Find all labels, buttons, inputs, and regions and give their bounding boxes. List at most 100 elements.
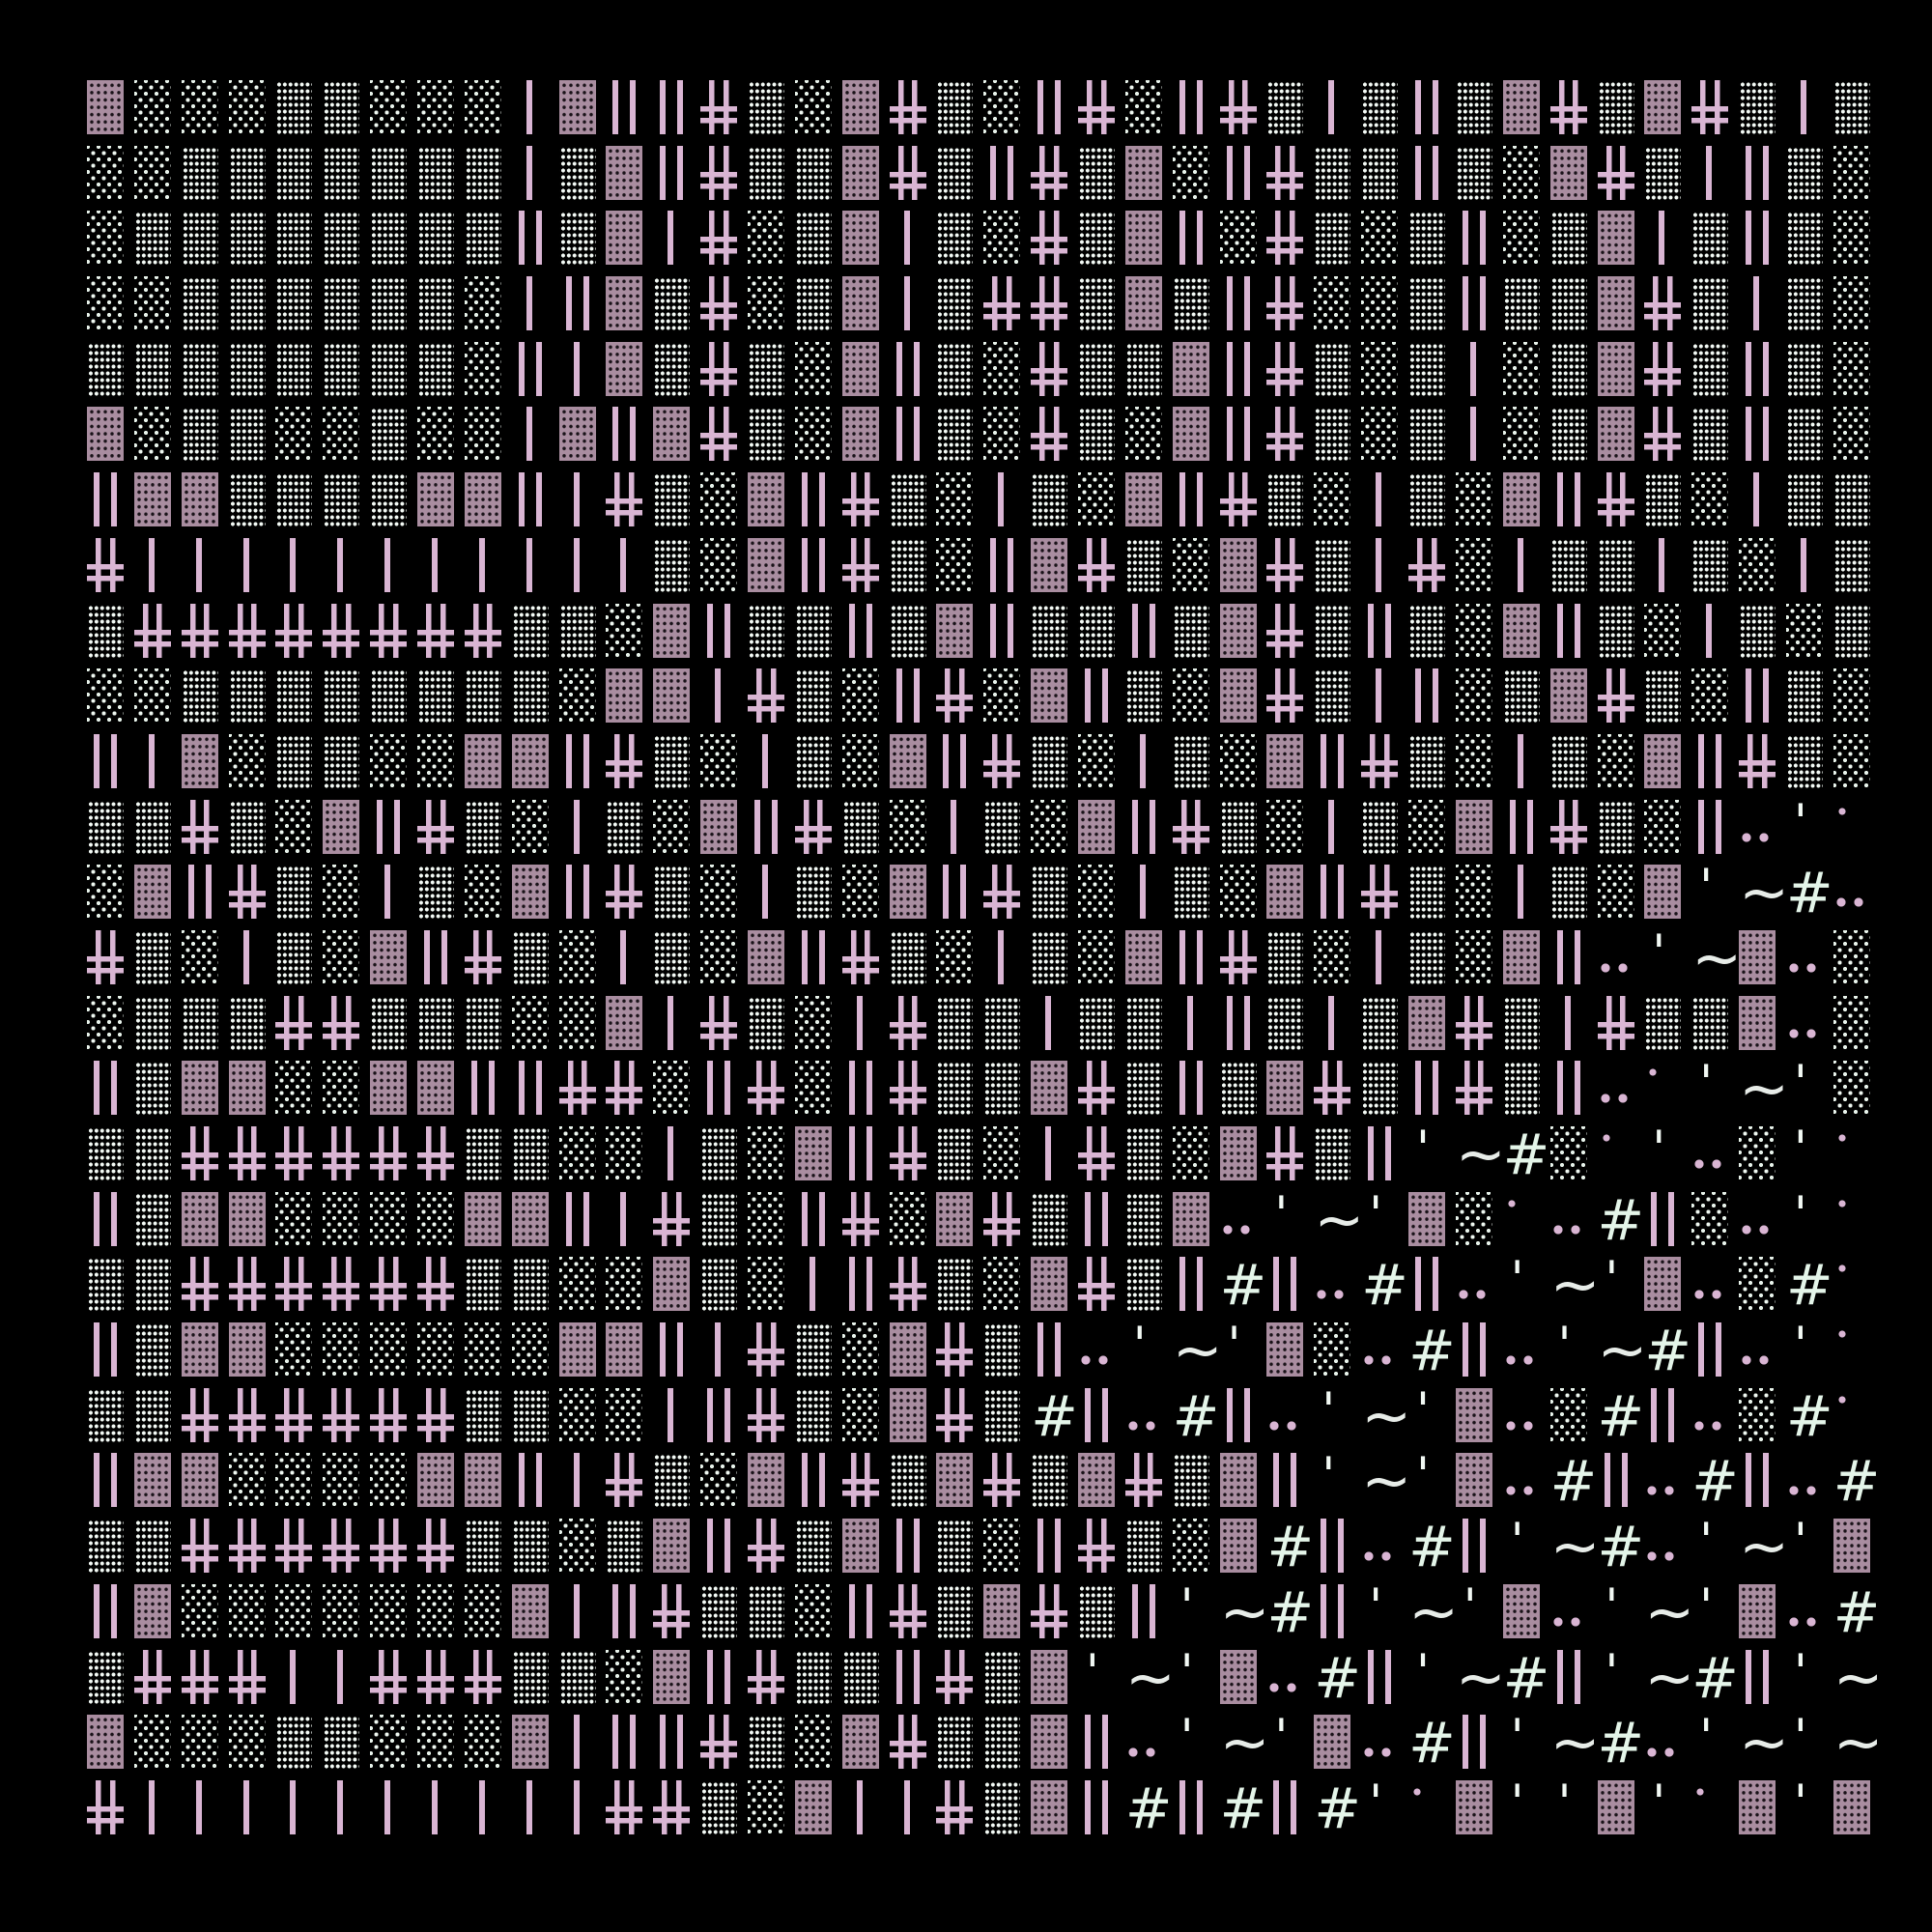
cell-cross-grid bbox=[1026, 1579, 1073, 1645]
tick-char-glyph: ' bbox=[1699, 1577, 1713, 1634]
cell-tick-char: ' bbox=[1168, 1710, 1215, 1776]
mauve-block-glyph bbox=[1031, 668, 1068, 724]
cell-dot-sparse bbox=[1356, 337, 1404, 403]
tilde-char-glyph: ~ bbox=[1739, 1707, 1790, 1778]
cell-hash-char: # bbox=[1404, 1318, 1456, 1383]
cell-mauve-block bbox=[460, 1448, 507, 1514]
cell-dot-sparse bbox=[1829, 271, 1876, 337]
cell-dot-sparse bbox=[743, 206, 790, 271]
cell-tick-char: ' bbox=[1639, 925, 1687, 991]
cell-bar-single bbox=[270, 533, 318, 599]
dot-sparse-glyph bbox=[889, 799, 926, 854]
bar-double-glyph bbox=[1078, 1191, 1116, 1246]
cell-dot-dense bbox=[979, 1645, 1026, 1711]
cell-mauve-block bbox=[1215, 1514, 1263, 1579]
cell-dot-sparse bbox=[1309, 1318, 1356, 1383]
bar-single-glyph bbox=[558, 1779, 596, 1834]
cell-pink-dot-pair bbox=[1498, 1383, 1546, 1449]
cell-bar-single bbox=[1451, 337, 1498, 403]
cell-cross-grid bbox=[412, 599, 460, 665]
mauve-block-glyph bbox=[700, 799, 738, 854]
mauve-block-glyph bbox=[370, 1061, 408, 1116]
cell-cross-grid bbox=[979, 1187, 1026, 1253]
hash-char-glyph: # bbox=[1597, 1382, 1645, 1449]
mauve-block-glyph bbox=[1031, 1649, 1068, 1704]
cell-dot-dense bbox=[1404, 860, 1451, 925]
cell-dot-dense bbox=[931, 1514, 979, 1579]
dot-sparse-glyph bbox=[1455, 733, 1492, 788]
cell-dot-dense bbox=[931, 337, 979, 403]
cell-dot-dense bbox=[1262, 925, 1309, 991]
dot-sparse-glyph bbox=[1266, 799, 1304, 854]
cell-hash-char: # bbox=[1404, 1514, 1456, 1579]
cell-dot-dense bbox=[1687, 206, 1734, 271]
tilde-char-glyph: ~ bbox=[1124, 1641, 1176, 1713]
cell-dot-dense bbox=[1121, 1187, 1168, 1253]
cell-dot-sparse bbox=[1356, 271, 1404, 337]
cell-dot-sparse bbox=[1498, 141, 1546, 207]
dot-dense-glyph bbox=[558, 145, 596, 200]
cell-tick-char: ' bbox=[1498, 1710, 1546, 1776]
bar-double-glyph bbox=[1644, 1191, 1682, 1246]
bar-single-glyph bbox=[748, 865, 785, 920]
bar-single-glyph bbox=[133, 1779, 171, 1834]
cell-cross-grid bbox=[885, 1710, 932, 1776]
cell-dot-dense bbox=[1546, 860, 1593, 925]
dot-dense-glyph bbox=[228, 799, 266, 854]
cell-mauve-block bbox=[554, 402, 602, 468]
cell-hash-char: # bbox=[1356, 1252, 1408, 1318]
tilde-char-glyph: ~ bbox=[1549, 1249, 1601, 1321]
cross-grid-glyph bbox=[181, 1649, 218, 1704]
dot-dense-glyph bbox=[1124, 995, 1162, 1050]
cell-dot-sparse bbox=[318, 1056, 365, 1122]
cell-dot-dense bbox=[1073, 337, 1121, 403]
bar-double-glyph bbox=[558, 865, 596, 920]
cell-dot-sparse bbox=[1829, 337, 1876, 403]
dot-sparse-glyph bbox=[323, 929, 360, 984]
bar-double-glyph bbox=[794, 929, 832, 984]
cell-dot-sparse bbox=[365, 1579, 412, 1645]
dot-dense-glyph bbox=[181, 995, 218, 1050]
dot-sparse-glyph bbox=[1314, 1322, 1351, 1378]
cell-bar-single bbox=[554, 468, 602, 533]
dot-dense-glyph bbox=[1785, 276, 1823, 331]
tick-char-glyph: ' bbox=[1510, 1513, 1524, 1570]
cell-dot-dense bbox=[1356, 1056, 1404, 1122]
glyph-row: ' ~ bbox=[82, 925, 1877, 991]
cell-mauve-block bbox=[1593, 1776, 1640, 1841]
cell-tilde-char: ~ bbox=[1829, 1710, 1877, 1776]
hash-char-glyph: # bbox=[1597, 1514, 1645, 1580]
cell-bar-double bbox=[979, 141, 1026, 207]
dot-dense-glyph bbox=[1266, 995, 1304, 1050]
cross-grid-glyph bbox=[417, 603, 455, 658]
cell-bar-double bbox=[1026, 1514, 1073, 1579]
dot-dense-glyph bbox=[1691, 341, 1729, 396]
cell-bar-double bbox=[1639, 1383, 1687, 1449]
cross-grid-glyph bbox=[181, 1387, 218, 1442]
bar-double-glyph bbox=[1455, 211, 1492, 266]
cross-grid-glyph bbox=[1031, 211, 1068, 266]
dot-dense-glyph bbox=[323, 668, 360, 724]
mauve-block-glyph bbox=[1078, 1453, 1116, 1508]
cross-grid-glyph bbox=[748, 1061, 785, 1116]
cell-bar-single bbox=[885, 206, 932, 271]
cell-dot-dense bbox=[979, 1710, 1026, 1776]
dot-dense-glyph bbox=[1266, 929, 1304, 984]
cross-grid-glyph bbox=[1078, 80, 1116, 134]
cell-dot-dense bbox=[412, 664, 460, 729]
cell-bar-double bbox=[1215, 141, 1263, 207]
cell-dot-dense bbox=[1121, 991, 1168, 1057]
cell-dot-dense bbox=[177, 664, 224, 729]
cell-pink-dot-pair bbox=[1734, 1318, 1781, 1383]
cell-dot-sparse bbox=[1498, 402, 1546, 468]
glyph-row: ' ~ ' # ' ~ # ' ~ # ' ~ bbox=[82, 1645, 1877, 1711]
cell-bar-double bbox=[1404, 1252, 1451, 1318]
tick-char-glyph: ' bbox=[1793, 1709, 1807, 1766]
cell-dot-dense bbox=[270, 337, 318, 403]
cell-dot-dense bbox=[979, 1056, 1026, 1122]
cell-dot-sparse bbox=[648, 1056, 696, 1122]
pink-dot-pair-glyph bbox=[1124, 1387, 1162, 1442]
bar-double-glyph bbox=[606, 1715, 643, 1770]
tick-char-glyph: ' bbox=[1369, 1577, 1382, 1634]
dot-dense-glyph bbox=[794, 1519, 832, 1574]
